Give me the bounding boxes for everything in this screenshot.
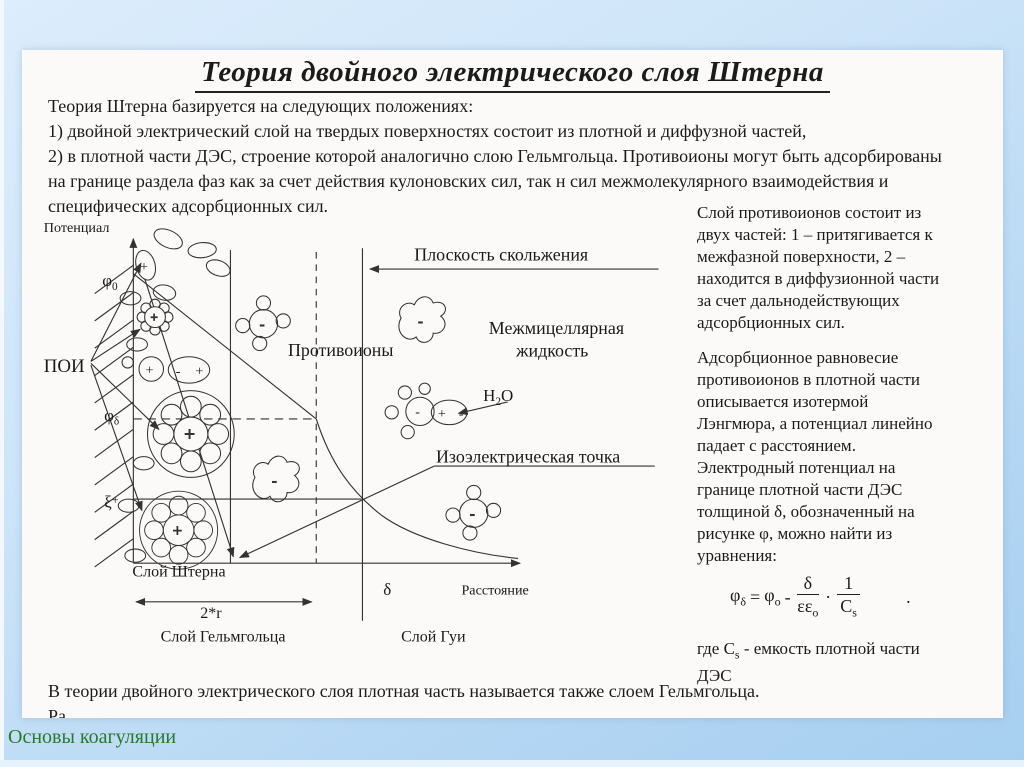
equation-rhs: φo (764, 584, 781, 609)
equals-sign: = (750, 586, 761, 607)
two-r-label: 2*r (200, 605, 222, 622)
minus-sign: - (415, 404, 420, 420)
capacitance-note-line2: ДЭС (697, 666, 732, 686)
intro-paragraph: Теория Штерна базируется на следующих по… (48, 96, 942, 216)
intermicellar-liquid-label-2: жидкость (515, 341, 588, 361)
h2o-label: H2O (483, 386, 513, 408)
intermicellar-liquid-label-1: Межмицеллярная (489, 318, 624, 338)
slide-area: Теория двойного электрического слоя Штер… (22, 50, 1003, 718)
slide-title: Теория двойного электрического слоя Штер… (22, 56, 1003, 93)
poi-arrows (90, 262, 160, 512)
fraction-one-over-cs: 1 Cs (837, 574, 861, 619)
bottom-paragraph: В теории двойного электрического слоя пл… (48, 681, 760, 701)
plus-sign: + (140, 259, 148, 275)
potential-equation: φδ = φo - δ εεo · 1 Cs . (728, 562, 998, 632)
multiplication-dot: · (825, 586, 832, 607)
isoelectric-pointer (238, 465, 435, 559)
plus-sign: + (146, 363, 154, 379)
stern-layer-diagram: - - + + (44, 220, 659, 645)
fraction-delta-epsilon: δ εεo (796, 573, 820, 620)
phi0-label: φ0 (102, 271, 118, 293)
counterions-label: Противоионы (288, 340, 393, 360)
equation-period: . (906, 586, 911, 607)
sliding-plane-label: Плоскость скольжения (414, 245, 588, 265)
frame-bottom-highlight (0, 760, 1024, 767)
adsorption-equilibrium-note: Адсорбционное равновесие противоионов в … (697, 348, 933, 565)
equation-lhs: φδ (730, 584, 747, 609)
delta-label: δ (383, 580, 391, 599)
stern-layer-label: Слой Штерна (132, 563, 225, 580)
potential-axis-label: Потенциал (44, 220, 110, 236)
distance-axis-label: Расстояние (461, 582, 528, 598)
surface-hatching (94, 264, 134, 568)
h2o-ion-pair: - + - (384, 382, 468, 440)
isoelectric-point-label: Изоэлектрическая точка (436, 446, 620, 466)
frame-left-highlight (0, 0, 4, 767)
slide-title-text: Теория двойного электрического слоя Штер… (195, 56, 830, 93)
counterion-layer-note: Слой противоионов состоит из двух частей… (697, 203, 940, 332)
poi-label: ПОИ (44, 356, 85, 377)
helmholtz-layer-label: Слой Гельмгольца (161, 628, 286, 645)
minus-sign: - (784, 586, 791, 607)
plus-minus-signs: + - (438, 406, 468, 422)
gouy-layer-label: Слой Гуи (401, 628, 466, 645)
surface-ions: + + - + (117, 228, 235, 570)
footer-course-title: Основы коагуляции (8, 726, 177, 748)
zeta-label: ξ+ (104, 493, 119, 512)
minus-plus-signs: - + (176, 364, 209, 380)
diffuse-potential-curve (315, 418, 519, 560)
capacitance-note: где Cs - емкость плотной части ДЭС (697, 638, 997, 687)
capacitance-note-line1: где Cs - емкость плотной части (697, 639, 920, 662)
phi-delta-label: φδ (104, 406, 119, 428)
clipped-paragraph: Ра (48, 706, 66, 718)
linear-potential-drop (132, 273, 317, 420)
